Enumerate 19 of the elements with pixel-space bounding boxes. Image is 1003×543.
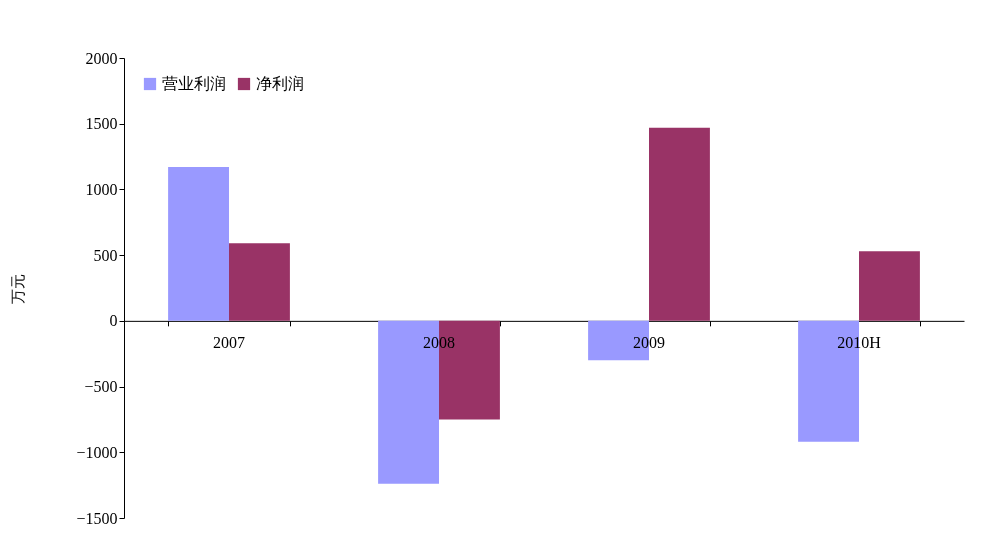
bar (859, 251, 920, 321)
y-tick-label: 2000 (85, 49, 118, 67)
y-tick-label: 0 (109, 312, 118, 330)
y-tick-label: −500 (84, 378, 118, 396)
legend-label: 营业利润 (162, 74, 226, 93)
x-tick-label: 2009 (633, 333, 665, 351)
y-tick-label: 1500 (85, 115, 118, 133)
y-tick-label: 500 (93, 246, 118, 264)
legend-label: 净利润 (256, 74, 304, 93)
x-tick-label: 2010H (837, 333, 882, 351)
x-tick-label: 2008 (423, 333, 455, 351)
bar (649, 127, 710, 321)
y-tick-label: 1000 (85, 180, 118, 198)
bar (229, 243, 290, 321)
y-tick-label: −1500 (76, 509, 118, 527)
bar (168, 167, 229, 321)
x-tick-label: 2007 (213, 333, 245, 351)
y-tick-label: −1000 (76, 443, 118, 461)
y-axis-title: 万元 (9, 273, 28, 304)
